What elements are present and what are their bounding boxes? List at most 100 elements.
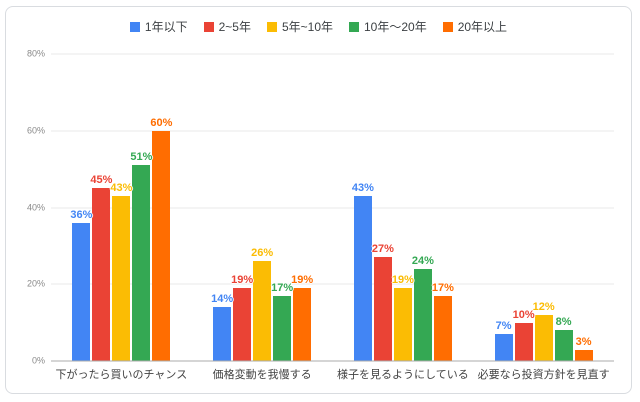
bar-slot: 45% [90, 54, 113, 361]
x-axis-category-label: 価格変動を我慢する [212, 369, 312, 381]
y-axis-tick-label: 0% [31, 355, 45, 366]
bar-slot: 27% [371, 54, 394, 361]
bar-value-label: 19% [231, 274, 254, 287]
bar-value-label: 24% [411, 254, 434, 267]
legend-item: 10年～20年 [349, 18, 427, 35]
bar [534, 314, 553, 361]
bar [233, 288, 252, 361]
bar [213, 307, 232, 361]
legend-item: 5年~10年 [266, 18, 333, 35]
legend-item: 1年以下 [129, 18, 188, 35]
bar-slot: 3% [574, 54, 593, 361]
y-axis-tick-label: 20% [26, 278, 45, 289]
bar [413, 268, 432, 361]
bar-slot: 17% [431, 54, 454, 361]
bar [433, 295, 452, 361]
legend-color-swatch [349, 21, 359, 32]
bar [92, 188, 111, 361]
bar-value-label: 19% [291, 274, 314, 287]
bar-value-label: 7% [495, 320, 512, 333]
bar [152, 130, 171, 361]
x-axis-category-label: 必要なら投資方針を見直す [477, 369, 610, 381]
bar-value-label: 36% [70, 208, 93, 221]
legend-item-label: 20年以上 [457, 20, 508, 34]
bar-value-label: 26% [251, 247, 274, 260]
x-axis-category-label: 下がったら買いのチャンス [55, 369, 188, 381]
x-axis-category-label: 様子を見るようにしている [337, 369, 469, 381]
bar-value-label: 8% [555, 316, 572, 329]
y-axis-tick-label: 80% [26, 48, 45, 59]
x-axis-labels: 下がったら買いのチャンス 価格変動を我慢する 様子を見るようにしている 必要なら投資方… [51, 366, 614, 382]
bar-slot: 26% [251, 54, 274, 361]
legend-color-swatch [129, 21, 140, 32]
bar-slot: 19% [291, 54, 314, 361]
gridline [51, 207, 614, 208]
bar [293, 288, 312, 361]
bar-value-label: 60% [150, 116, 173, 129]
bar-slot: 19% [231, 54, 254, 361]
legend-item: 20年以上 [442, 18, 508, 35]
bar-value-label: 51% [130, 151, 153, 164]
bar-value-label: 14% [211, 293, 234, 306]
bar-value-label: 43% [351, 182, 374, 194]
bar-value-label: 12% [532, 300, 555, 313]
y-axis-labels: 0% 20% 40% 60% 80% [6, 49, 45, 365]
legend-item: 2~5年 [203, 18, 251, 35]
bar-group: 14% 19% 26% 17% 19% [192, 54, 333, 361]
bar-slot: 24% [411, 54, 434, 361]
bar-slot: 14% [211, 54, 234, 361]
gridlines [51, 53, 614, 362]
bar-slot: 51% [130, 54, 153, 361]
bar-group: 43% 27% 19% 24% 17% [333, 54, 474, 361]
bar-slot: 19% [391, 54, 414, 361]
bar-slot: 8% [554, 54, 573, 361]
bar-value-label: 19% [391, 274, 414, 287]
bar [72, 222, 91, 361]
chart-legend: 1年以下 2~5年 5年~10年 10年～20年 20年以上 [6, 18, 631, 35]
bar-value-label: 45% [90, 174, 113, 187]
bar-group: 7% 10% 12% 8% 3% [473, 54, 614, 361]
bar [273, 295, 292, 361]
gridline [51, 283, 614, 285]
plot-area: 36% 45% 43% 51% 60% 14% 19% 26% 17% 19% 43% 27% 19% 2… [51, 53, 614, 362]
bar-slot: 10% [512, 54, 535, 361]
bar-value-label: 17% [271, 281, 294, 294]
legend-color-swatch [203, 21, 214, 32]
bar-value-label: 3% [575, 335, 592, 348]
bar-slot: 7% [494, 54, 513, 361]
bar-value-label: 10% [512, 308, 535, 321]
legend-color-swatch [442, 21, 453, 32]
legend-item-label: 2~5年 [218, 20, 251, 34]
bar [373, 257, 392, 361]
bar-slot: 36% [70, 54, 93, 361]
bar [494, 334, 513, 361]
legend-item-label: 5年~10年 [281, 20, 333, 34]
bar-slot: 43% [110, 54, 133, 361]
y-axis-tick-label: 60% [26, 125, 45, 136]
legend-color-swatch [266, 21, 277, 32]
bar-groups: 36% 45% 43% 51% 60% 14% 19% 26% 17% 19% 43% 27% 19% 2… [51, 54, 614, 361]
bar [393, 288, 412, 361]
bar-slot: 12% [532, 54, 555, 361]
bar-value-label: 43% [110, 182, 133, 194]
y-axis-tick-label: 40% [26, 202, 45, 212]
gridline [51, 360, 614, 362]
bar-slot: 60% [150, 54, 173, 361]
bar [353, 196, 372, 361]
bar [112, 196, 131, 361]
bar [514, 322, 533, 361]
bar-value-label: 27% [371, 243, 394, 256]
bar-slot: 43% [351, 54, 374, 361]
bar [554, 330, 573, 361]
bar-group: 36% 45% 43% 51% 60% [51, 54, 192, 361]
bar [574, 349, 593, 361]
bar-slot: 17% [271, 54, 294, 361]
bar [132, 165, 151, 361]
legend-item-label: 1年以下 [144, 20, 188, 34]
bar-value-label: 17% [431, 281, 454, 294]
gridline [51, 53, 614, 55]
chart-card: 1年以下 2~5年 5年~10年 10年～20年 20年以上 0% 20% 40% 60% 80… [5, 6, 632, 394]
gridline [51, 130, 614, 132]
legend-item-label: 10年～20年 [364, 20, 427, 34]
bar [253, 261, 272, 361]
